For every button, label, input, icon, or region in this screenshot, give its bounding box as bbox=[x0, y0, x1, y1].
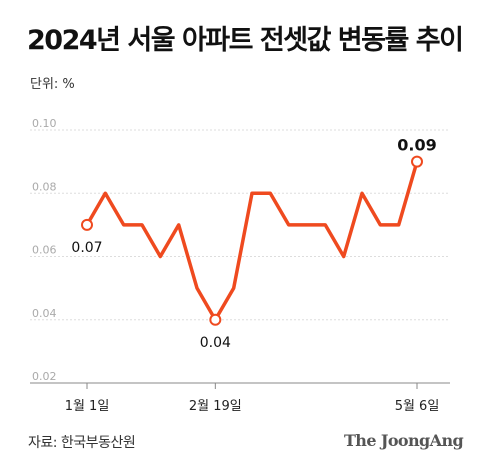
y-tick-label: 0.10 bbox=[32, 117, 57, 130]
data-label: 0.07 bbox=[71, 240, 102, 256]
source-note: 자료: 한국부동산원 bbox=[28, 435, 136, 451]
data-point-marker bbox=[209, 313, 222, 326]
y-tick-label: 0.02 bbox=[32, 370, 57, 383]
unit-label: 단위: % bbox=[30, 77, 75, 92]
data-point-marker bbox=[411, 155, 423, 168]
y-tick-label: 0.06 bbox=[32, 244, 57, 257]
y-tick-labels: 0.02 0.04 0.06 0.08 0.10 bbox=[32, 117, 57, 383]
data-label: 0.04 bbox=[200, 335, 231, 351]
publisher-logo: The JoongAng bbox=[344, 431, 464, 450]
data-point-marker bbox=[81, 218, 93, 231]
y-tick-label: 0.04 bbox=[32, 307, 57, 320]
line-chart: 0.02 0.04 0.06 0.08 0.10 1월 1일 2월 19일 5월 6일 0.… bbox=[30, 117, 450, 414]
x-tick-label: 5월 6일 bbox=[395, 399, 440, 414]
x-tick-label: 2월 19일 bbox=[189, 399, 242, 414]
chart-title: 2024년 서울 아파트 전셋값 변동률 추이 bbox=[27, 25, 464, 56]
x-tick-label: 1월 1일 bbox=[65, 399, 110, 414]
x-axis: 1월 1일 2월 19일 5월 6일 bbox=[30, 382, 450, 414]
data-labels: 0.07 0.04 0.09 bbox=[71, 136, 436, 351]
series-line bbox=[85, 159, 419, 322]
data-markers bbox=[81, 155, 423, 326]
data-label: 0.09 bbox=[397, 136, 436, 155]
y-tick-label: 0.08 bbox=[32, 180, 57, 193]
series-polyline bbox=[85, 159, 419, 322]
